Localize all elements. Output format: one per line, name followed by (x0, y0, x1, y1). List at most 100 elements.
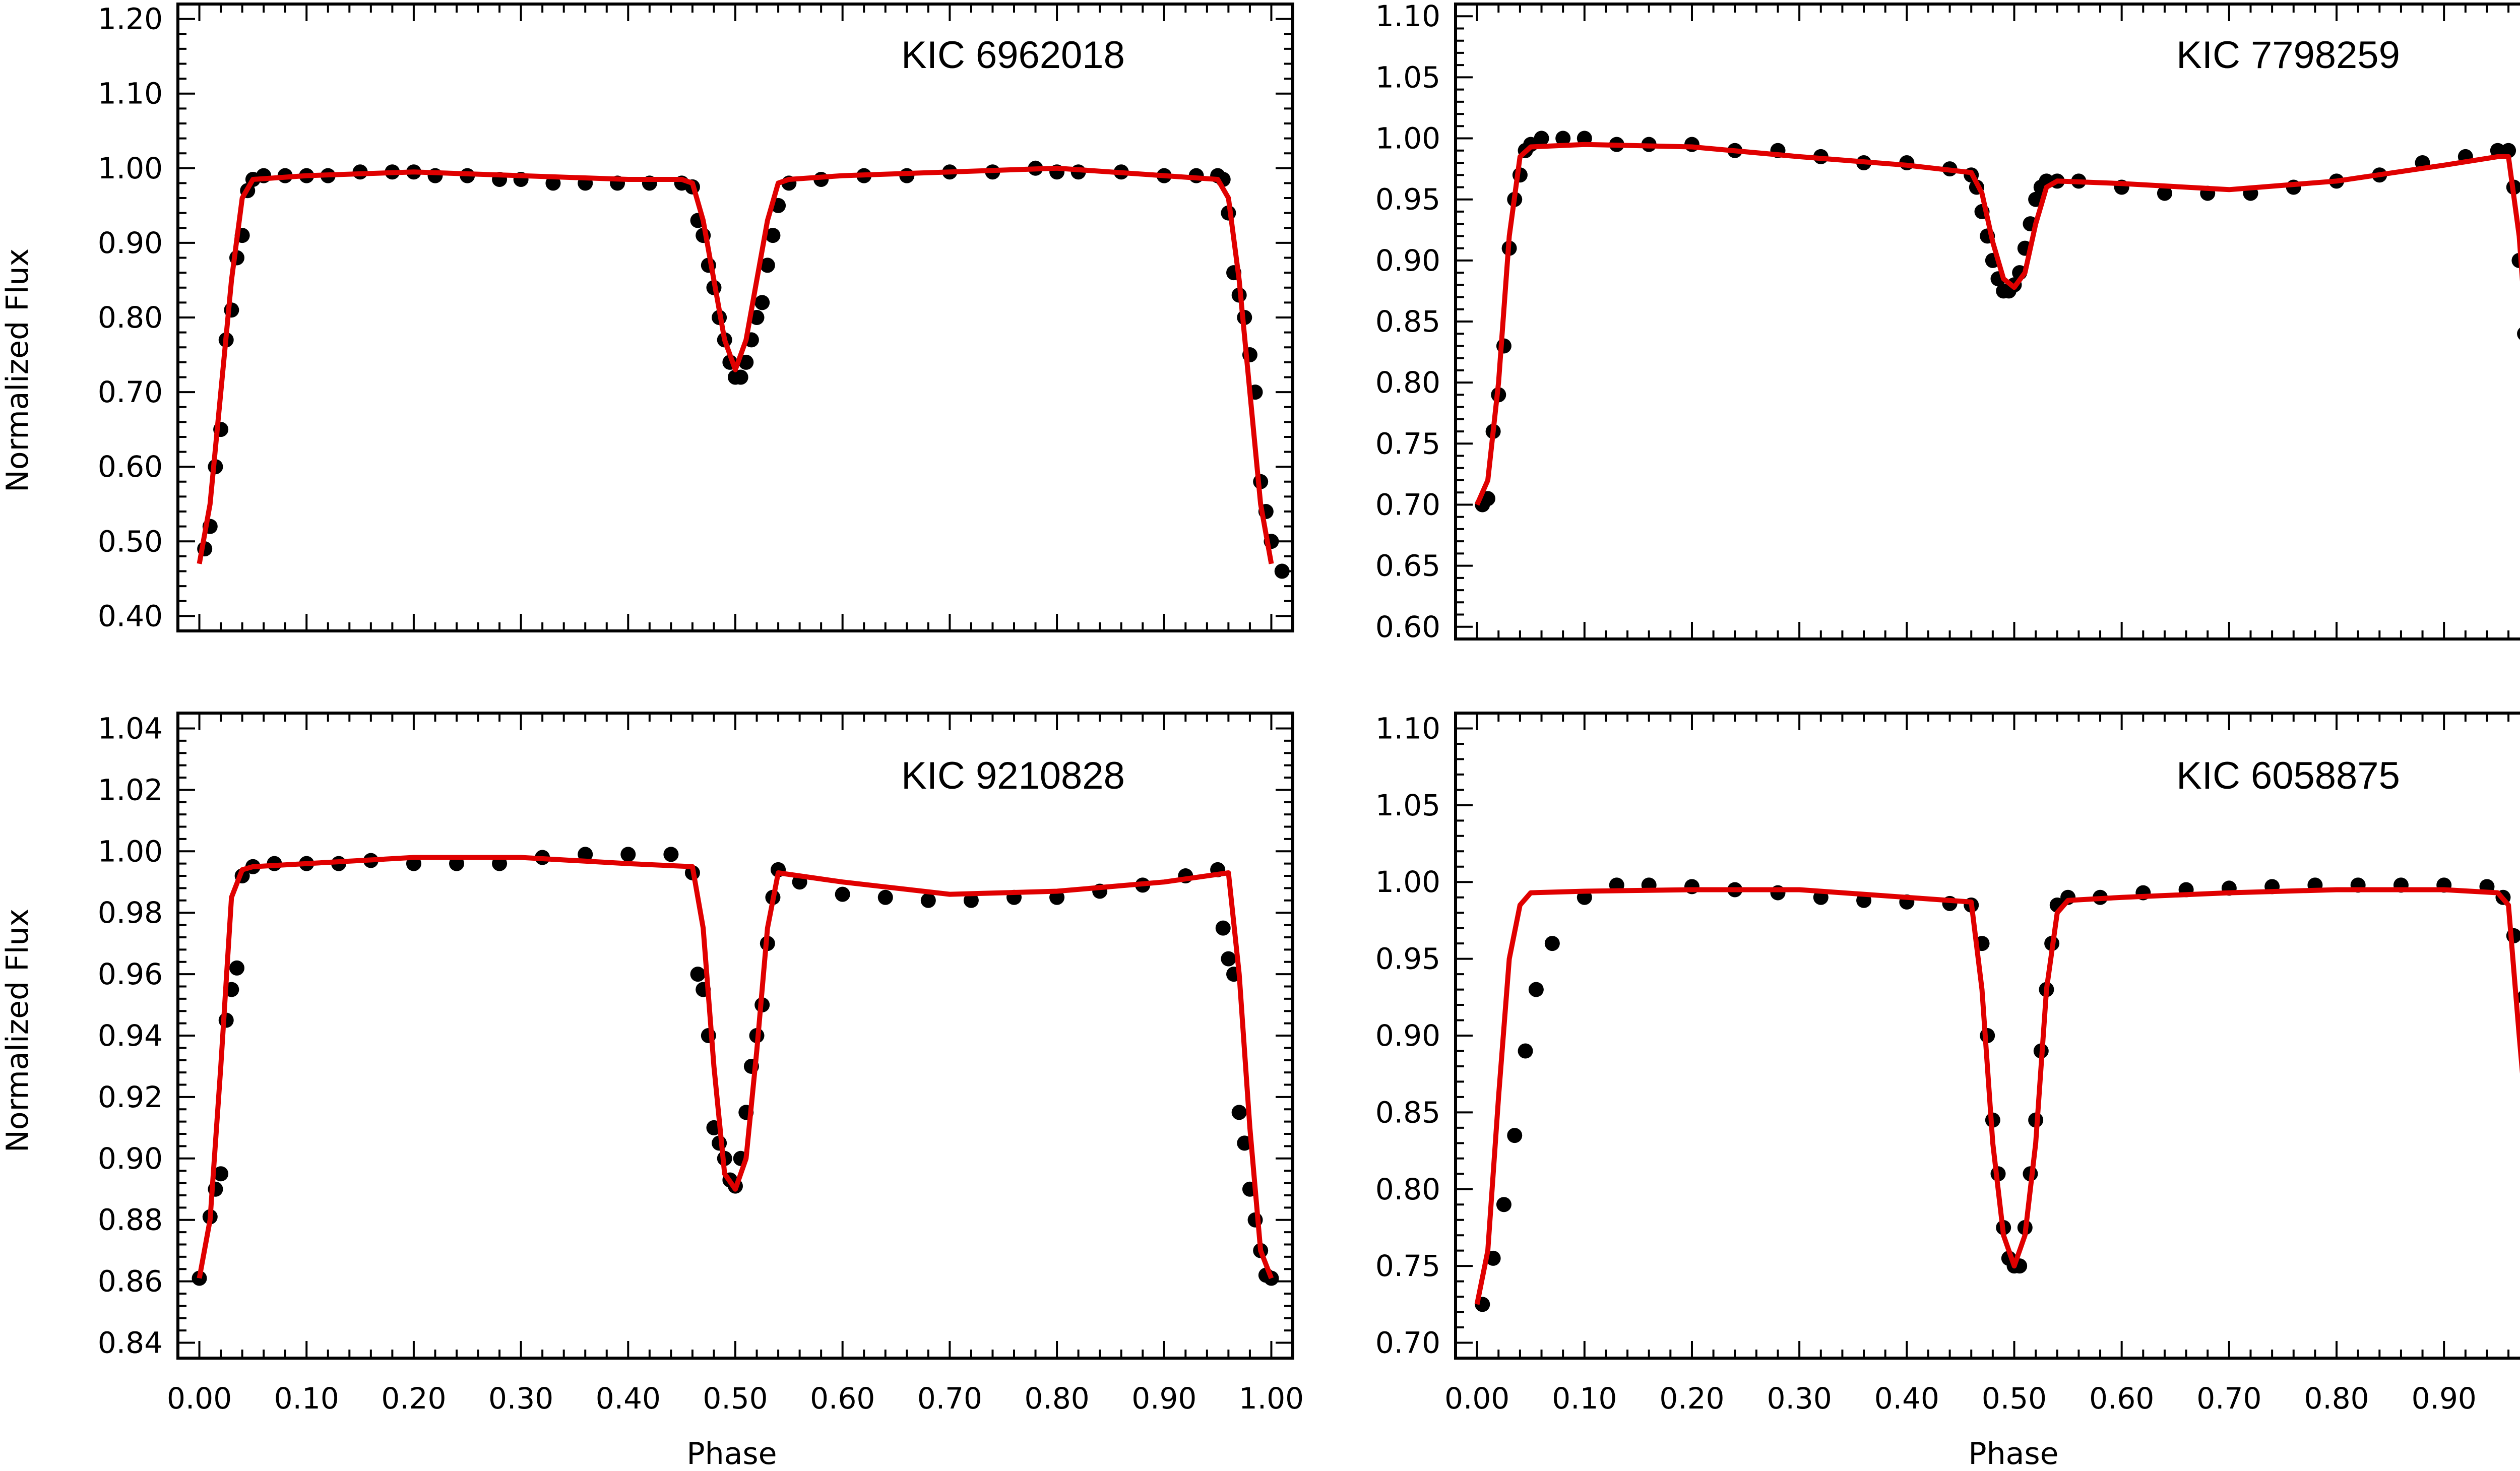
y-tick-label: 0.50 (98, 524, 163, 558)
observed-point (920, 892, 936, 908)
y-tick-label: 0.90 (98, 1141, 163, 1176)
y-tick-label: 0.84 (98, 1326, 163, 1360)
x-tick-label: 0.00 (167, 1381, 232, 1416)
panel-title: KIC 6058875 (2176, 754, 2400, 797)
y-tick-label: 1.02 (98, 773, 163, 807)
observed-point (1507, 1128, 1523, 1143)
y-tick-label: 0.80 (98, 300, 163, 335)
x-tick-label: 1.00 (1239, 1381, 1304, 1416)
model-fit-line (1475, 142, 2520, 506)
observed-point (1534, 131, 1549, 146)
y-tick-label: 0.65 (1375, 549, 1440, 583)
x-tick-label: 0.20 (1659, 1381, 1724, 1416)
x-tick-label: 0.20 (381, 1381, 446, 1416)
x-tick-label: 0.30 (1767, 1381, 1832, 1416)
model-fit-line (197, 855, 1274, 1280)
y-tick-label: 0.88 (98, 1203, 163, 1237)
y-tick-label: 0.85 (1375, 1095, 1440, 1129)
y-tick-label: 1.00 (98, 834, 163, 868)
x-tick-label: 0.00 (1444, 1381, 1509, 1416)
y-tick-label: 0.95 (1375, 942, 1440, 976)
observed-point (1215, 920, 1231, 936)
x-tick-label: 0.10 (274, 1381, 339, 1416)
observed-point (578, 847, 593, 862)
observed-point (213, 1166, 229, 1182)
observed-point (738, 354, 754, 370)
observed-point (1544, 936, 1560, 951)
observed-point (690, 967, 706, 982)
observed-point (765, 228, 781, 243)
y-tick-label: 0.80 (1375, 1172, 1440, 1206)
x-axis-title-right: Phase (1968, 1436, 2058, 1471)
y-tick-label: 0.90 (1375, 1018, 1440, 1053)
y-tick-label: 1.20 (98, 2, 163, 36)
x-tick-label: 0.60 (2089, 1381, 2154, 1416)
x-tick-label: 0.40 (596, 1381, 661, 1416)
y-tick-label: 0.95 (1375, 182, 1440, 217)
x-tick-label: 1.00 (2519, 1381, 2520, 1416)
observed-point (229, 960, 244, 976)
y-tick-label: 0.40 (98, 599, 163, 633)
x-axis-title-left: Phase (686, 1436, 777, 1471)
model-fit-line (1474, 887, 2520, 1305)
observed-point (1221, 951, 1236, 967)
y-tick-label: 1.05 (1375, 60, 1440, 94)
x-tick-label: 0.80 (2304, 1381, 2369, 1416)
y-tick-label: 1.10 (98, 77, 163, 111)
observed-point (835, 886, 850, 902)
observed-point (2511, 252, 2520, 268)
x-tick-label: 0.40 (1874, 1381, 1939, 1416)
chart-panel-2: 0.60 0.65 0.70 0.75 0.80 0.85 0.90 0.95 1.00 1.05… (1375, 0, 2520, 644)
observed-point (1274, 563, 1290, 579)
y-tick-label: 1.00 (1375, 865, 1440, 899)
y-tick-label: 0.92 (98, 1080, 163, 1114)
y-tick-label: 1.00 (1375, 121, 1440, 156)
y-tick-label: 0.75 (1375, 1249, 1440, 1283)
y-tick-label: 0.90 (1375, 243, 1440, 278)
y-tick-label: 0.85 (1375, 304, 1440, 339)
plot-frame (176, 3, 1294, 632)
y-tick-label: 1.05 (1375, 788, 1440, 822)
y-axis-title-bottom: Normalized Flux (0, 909, 35, 1153)
x-tick-label: 0.60 (810, 1381, 875, 1416)
observed-point (1496, 1197, 1511, 1212)
y-tick-label: 0.70 (1375, 1326, 1440, 1360)
y-tick-label: 0.70 (1375, 487, 1440, 522)
observed-point (663, 847, 679, 862)
observed-point (877, 889, 893, 905)
x-tick-label: 0.50 (1982, 1381, 2047, 1416)
y-tick-label: 0.94 (98, 1018, 163, 1053)
y-tick-label: 0.98 (98, 896, 163, 930)
observed-point (760, 258, 775, 273)
observed-point (2157, 185, 2172, 201)
y-tick-label: 1.10 (1375, 0, 1440, 33)
y-axis-title-top: Normalized Flux (0, 248, 35, 492)
observed-point (1231, 1105, 1247, 1120)
observed-point (963, 892, 979, 908)
observed-point (754, 295, 770, 310)
y-tick-label: 1.00 (98, 151, 163, 185)
y-tick-label: 0.70 (98, 375, 163, 409)
observed-point (620, 847, 636, 862)
observed-point (1528, 982, 1544, 997)
x-tick-label: 0.70 (2196, 1381, 2261, 1416)
x-tick-label: 0.10 (1552, 1381, 1617, 1416)
panel-title: KIC 9210828 (901, 754, 1125, 797)
y-tick-label: 0.90 (98, 226, 163, 260)
y-tick-label: 0.60 (98, 450, 163, 484)
model-fit-line (197, 165, 1274, 564)
y-tick-label: 0.96 (98, 957, 163, 991)
observed-point (733, 369, 748, 385)
observed-point (1518, 1043, 1533, 1059)
x-tick-label: 0.90 (1131, 1381, 1196, 1416)
observed-point (192, 1270, 207, 1286)
x-tick-label: 0.30 (488, 1381, 553, 1416)
y-tick-label: 0.60 (1375, 610, 1440, 644)
y-tick-label: 0.80 (1375, 365, 1440, 400)
x-tick-label: 0.80 (1025, 1381, 1090, 1416)
chart-panel-1: 0.40 0.50 0.60 0.70 0.80 0.90 1.00 1.10 1.20 KIC … (98, 2, 1294, 633)
plot-frame (1454, 3, 2520, 641)
chart-panel-3: 0.84 0.86 0.88 0.90 0.92 0.94 0.96 0.98 1.00 1.02… (98, 711, 1304, 1416)
y-tick-label: 1.04 (98, 711, 163, 745)
